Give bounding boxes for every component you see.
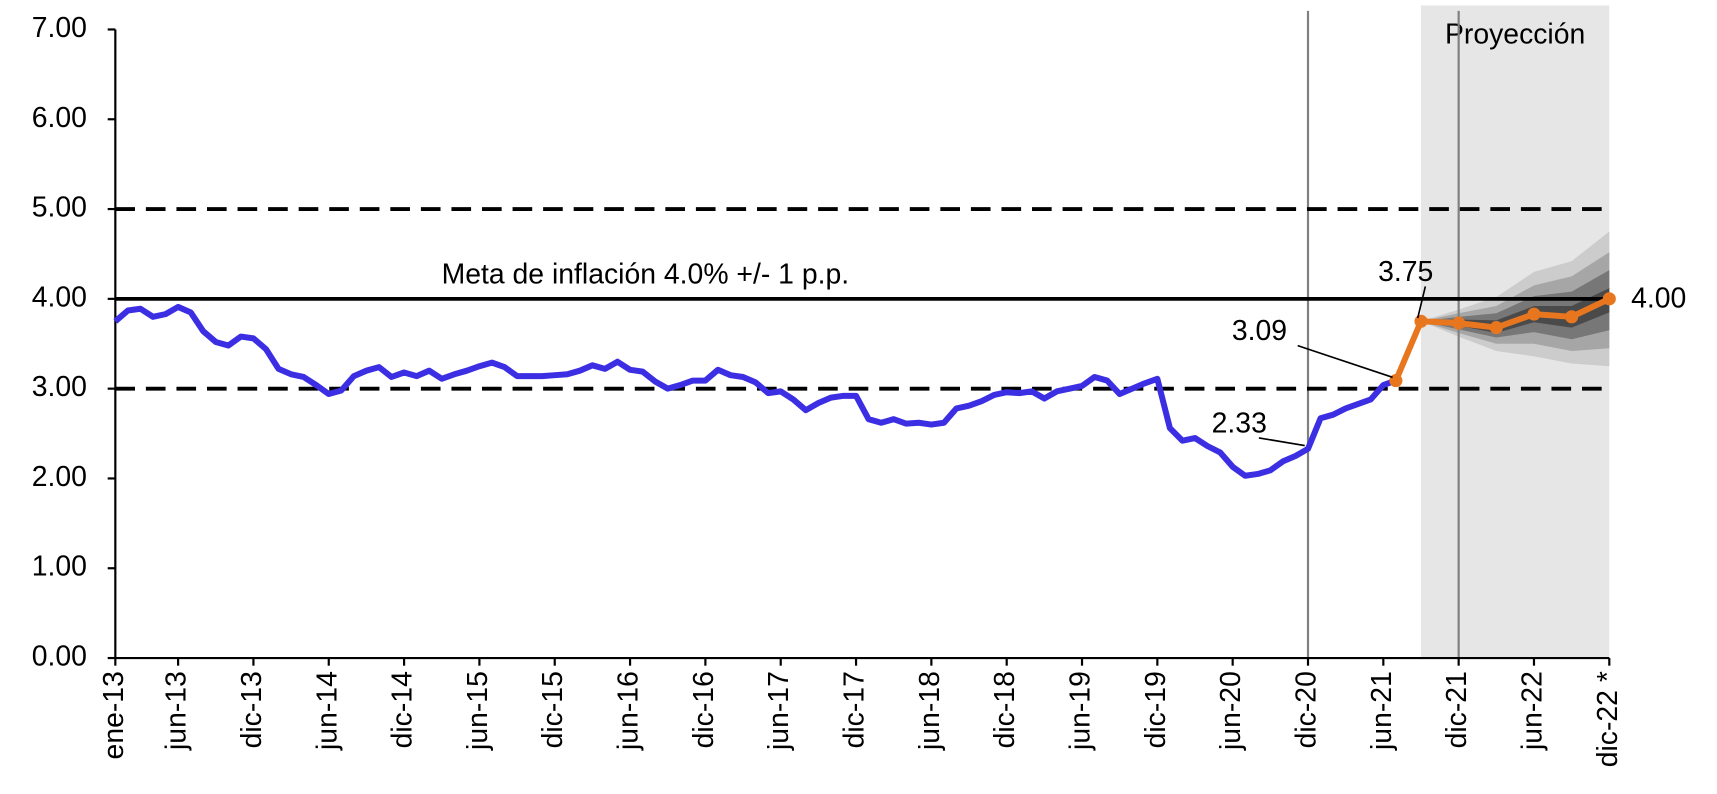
- y-tick-label: 6.00: [32, 102, 87, 134]
- x-tick-label: jun-19: [1065, 671, 1097, 751]
- projection-label: Proyección: [1445, 19, 1585, 51]
- x-tick-label: dic-15: [537, 671, 569, 748]
- x-tick-label: jun-18: [914, 671, 946, 751]
- x-tick-label: dic-18: [989, 671, 1021, 748]
- y-tick-label: 5.00: [32, 192, 87, 224]
- y-tick-label: 1.00: [32, 551, 87, 583]
- x-tick-label: jun-20: [1215, 671, 1247, 751]
- y-tick-label: 2.00: [32, 461, 87, 493]
- series-marker: [1414, 314, 1428, 328]
- series-marker: [1452, 316, 1466, 330]
- y-tick-label: 3.00: [32, 371, 87, 403]
- x-tick-label: jun-13: [161, 671, 193, 751]
- x-tick-label: dic-14: [387, 671, 419, 748]
- x-tick-label: dic-16: [688, 671, 720, 748]
- x-tick-label: jun-14: [311, 671, 343, 751]
- series-marker: [1527, 307, 1541, 321]
- series-marker: [1602, 292, 1616, 306]
- value-label: 4.00: [1631, 282, 1686, 314]
- y-tick-label: 4.00: [32, 281, 87, 313]
- y-tick-label: 0.00: [32, 641, 87, 673]
- leader-line: [1297, 344, 1393, 379]
- x-tick-label: dic-21: [1441, 671, 1473, 748]
- value-label: 3.09: [1232, 315, 1287, 347]
- x-tick-label: dic-20: [1290, 671, 1322, 748]
- series-marker: [1389, 374, 1403, 388]
- x-tick-label: ene-13: [98, 671, 130, 759]
- x-tick-label: jun-15: [462, 671, 494, 751]
- series-marker: [1565, 310, 1579, 324]
- x-tick-label: dic-19: [1140, 671, 1172, 748]
- x-tick-label: dic-22 *: [1592, 671, 1624, 767]
- value-label: 3.75: [1378, 256, 1433, 288]
- x-tick-label: dic-13: [236, 671, 268, 748]
- x-tick-label: jun-16: [613, 671, 645, 751]
- series-marker: [1489, 321, 1503, 335]
- value-label: 2.33: [1212, 407, 1267, 439]
- x-tick-label: jun-22: [1516, 671, 1548, 751]
- annotation: Meta de inflación 4.0% +/- 1 p.p.: [442, 258, 850, 290]
- x-tick-label: jun-21: [1366, 671, 1398, 751]
- x-tick-label: dic-17: [839, 671, 871, 748]
- x-tick-label: jun-17: [763, 671, 795, 751]
- leader-line: [1258, 437, 1305, 447]
- series-line: [113, 303, 1397, 479]
- leader-line: [1416, 286, 1427, 319]
- y-tick-label: 7.00: [32, 12, 87, 44]
